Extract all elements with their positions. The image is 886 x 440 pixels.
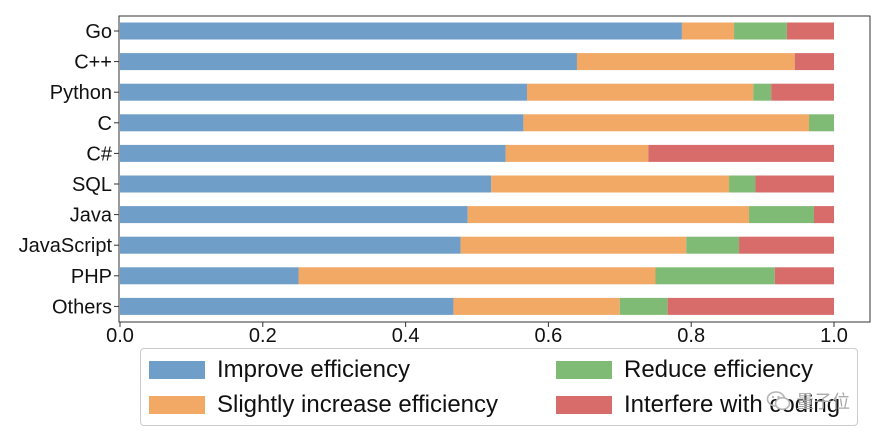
- y-tick-label: C#: [86, 143, 112, 165]
- plot-area-frame: [118, 15, 871, 323]
- bar-go-series-1: [681, 22, 735, 40]
- legend-item-slightly-increase: Slightly increase efficiency: [149, 390, 498, 420]
- bar-sql-series-0: [120, 175, 492, 193]
- y-tick-label: SQL: [72, 174, 112, 196]
- bar-java-series-1: [467, 206, 750, 224]
- y-tick-label: C++: [74, 52, 112, 74]
- bar-go-series-2: [734, 22, 787, 40]
- x-tick-label: 0.2: [249, 325, 277, 345]
- legend-swatch-improve: [149, 361, 205, 379]
- legend-label-slightly-increase: Slightly increase efficiency: [217, 391, 499, 418]
- bar-go-series-3: [786, 22, 834, 40]
- bar-others-series-3: [667, 297, 834, 315]
- bar-c-series-1: [505, 144, 649, 162]
- bar-go-series-0: [120, 22, 682, 40]
- wechat-logo-icon: [766, 391, 791, 411]
- bar-javascript-series-2: [686, 236, 740, 254]
- bar-c-series-2: [809, 114, 834, 132]
- bar-java-series-3: [814, 206, 834, 224]
- legend-swatch-reduce: [556, 361, 612, 379]
- x-tick-label: 0.0: [106, 325, 134, 345]
- bar-sql-series-2: [729, 175, 756, 193]
- legend-label-improve: Improve efficiency: [217, 356, 410, 383]
- bar-java-series-0: [120, 206, 468, 224]
- bar-php-series-2: [655, 267, 775, 285]
- y-tick-label: Java: [70, 205, 113, 227]
- chart-svg: Go C++ Python C C# SQL Java JavaScript PHP Others…: [19, 15, 871, 345]
- bar-php-series-1: [298, 267, 656, 285]
- bar-others-series-1: [453, 297, 620, 315]
- legend-label-reduce: Reduce efficiency: [624, 356, 813, 383]
- legend: Improve efficiency Slightly increase eff…: [140, 348, 858, 426]
- bar-python-series-3: [771, 83, 834, 101]
- legend-item-interfere: Interfere with coding: [556, 390, 840, 420]
- bar-python-series-2: [753, 83, 772, 101]
- bar-sql-series-1: [491, 175, 730, 193]
- bar-others-series-2: [619, 297, 668, 315]
- y-tick-label: Python: [50, 82, 112, 104]
- watermark: 量子位: [766, 388, 850, 414]
- bar-c-series-1: [523, 114, 810, 132]
- x-tick-label: 0.6: [534, 325, 562, 345]
- bar-python-series-1: [526, 83, 754, 101]
- bar-c-series-0: [120, 144, 506, 162]
- bar-php-series-3: [774, 267, 834, 285]
- y-tick-label: Go: [85, 21, 112, 43]
- y-tick-label: Others: [52, 296, 112, 318]
- watermark-text: 量子位: [796, 392, 850, 413]
- y-tick-label: JavaScript: [19, 235, 113, 257]
- bar-c-series-1: [576, 53, 795, 71]
- bar-javascript-series-0: [120, 236, 461, 254]
- bar-php-series-0: [120, 267, 299, 285]
- legend-item-improve: Improve efficiency: [149, 355, 410, 385]
- bar-c-series-3: [794, 53, 834, 71]
- legend-label-interfere: Interfere with coding: [624, 391, 841, 418]
- bar-javascript-series-3: [739, 236, 834, 254]
- legend-swatch-slightly-increase: [149, 396, 205, 414]
- x-tick-label: 0.4: [392, 325, 420, 345]
- bar-c-series-0: [120, 114, 524, 132]
- bar-others-series-0: [120, 297, 454, 315]
- bar-java-series-2: [749, 206, 815, 224]
- y-tick-label: C: [98, 113, 112, 135]
- bar-sql-series-3: [755, 175, 834, 193]
- bar-c-series-0: [120, 53, 577, 71]
- bar-c-series-3: [648, 144, 834, 162]
- y-tick-label: PHP: [71, 266, 112, 288]
- legend-swatch-interfere: [556, 396, 612, 414]
- x-tick-label: 1.0: [820, 325, 848, 345]
- x-tick-label: 0.8: [677, 325, 705, 345]
- legend-item-reduce: Reduce efficiency: [556, 355, 813, 385]
- bar-python-series-0: [120, 83, 527, 101]
- bar-javascript-series-1: [460, 236, 687, 254]
